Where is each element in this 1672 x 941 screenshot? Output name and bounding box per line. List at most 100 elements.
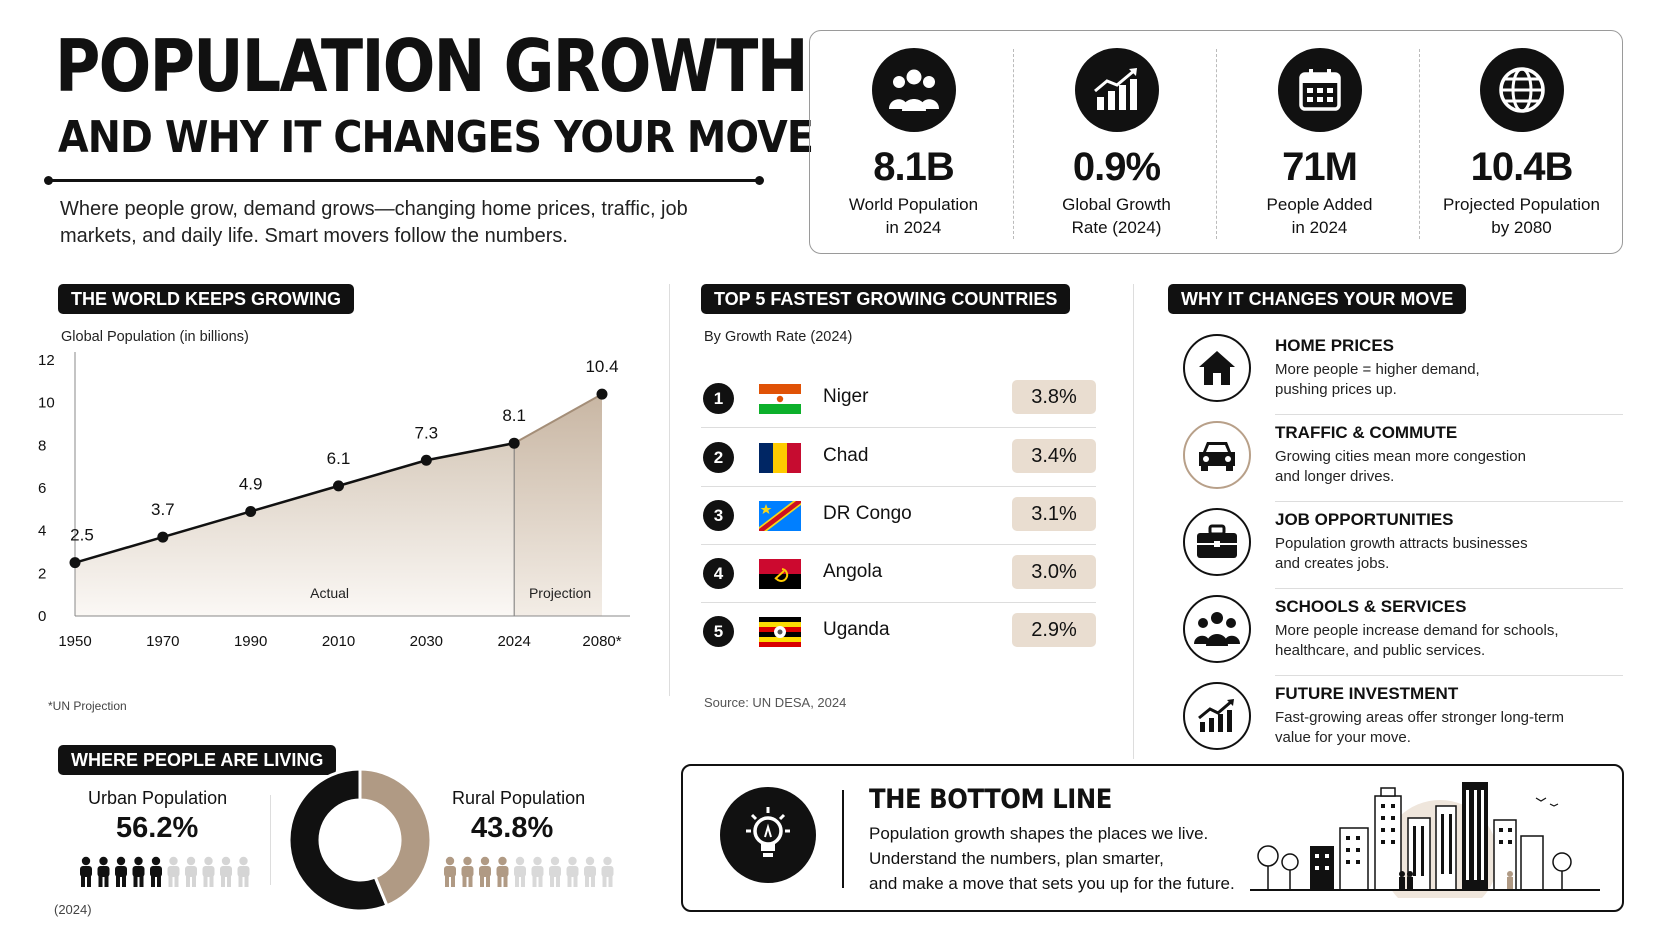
chad-flag-icon [759,443,801,473]
data-label: 3.7 [151,500,175,519]
row-divider [1275,675,1623,676]
people-group-icon [872,48,956,132]
y-tick-label: 10 [38,395,55,412]
source-note: Source: UN DESA, 2024 [704,695,847,710]
why-item-title: TRAFFIC & COMMUTE [1275,423,1458,442]
person-icon [167,856,180,887]
person-icon [461,856,474,887]
column-divider [1133,284,1134,759]
data-label: 7.3 [415,423,439,442]
row-divider [701,486,1096,487]
rural-percent: 43.8% [471,812,554,844]
person-icon [479,856,491,887]
donut-slice [287,767,389,913]
row-divider [1275,588,1623,589]
country-name: Uganda [823,619,890,640]
stat-value: 71M [1282,145,1358,189]
person-icon [150,856,162,887]
person-icon [514,856,526,887]
country-row-2: 2 Chad 3.4% [701,430,1096,487]
row-divider [1275,501,1623,502]
section-heading-world: THE WORLD KEEPS GROWING [58,284,354,314]
urban-people-row [80,856,250,887]
projection-area [514,394,602,616]
stat-value: 8.1B [873,145,955,189]
uganda-flag-icon [759,617,801,647]
stat-value: 10.4B [1470,145,1574,189]
rank-badge: 5 [703,616,734,647]
rank-badge: 1 [703,383,734,414]
rural-label: Rural Population [452,788,586,808]
stat-label: World Population in 2024 [848,195,979,237]
data-point [157,531,169,543]
stat-label: Projected Population by 2080 [1443,195,1600,237]
data-label: 8.1 [502,406,526,425]
column-divider [669,284,670,696]
person-icon [496,856,509,887]
region-label-projection: Projection [529,585,591,601]
urban-label: Urban Population [88,788,228,808]
person-icon [584,856,596,887]
page-subtitle-heading: AND WHY IT CHANGES YOUR MOVE [58,112,814,163]
niger-flag-icon [759,384,801,414]
why-item-title: SCHOOLS & SERVICES [1275,597,1467,616]
x-tick-label: 2010 [322,633,355,650]
stat-world-population: 8.1B World Population in 2024 [812,31,1015,255]
growth-rate-badge: 3.8% [1012,380,1096,414]
urban-percent: 56.2% [116,812,199,844]
person-icon [80,856,92,887]
house-icon [1183,334,1251,402]
stat-divider [1013,49,1014,239]
growth-rate-badge: 3.0% [1012,555,1096,589]
data-label: 10.4 [585,357,618,376]
living-year-note: (2024) [54,902,92,917]
intro-text: Where people grow, demand grows—changing… [60,198,688,247]
person-icon [566,856,579,887]
stat-divider [1216,49,1217,239]
x-tick-label: 1990 [234,633,267,650]
country-name: Chad [823,445,869,466]
person-icon [601,856,614,887]
section-heading-living: WHERE PEOPLE ARE LIVING [58,745,337,775]
rank-badge: 2 [703,442,734,473]
data-point [245,505,257,517]
y-tick-label: 2 [38,565,46,582]
data-point [508,437,520,449]
rank-badge: 3 [703,500,734,531]
person-icon [237,856,250,887]
globe-icon [1480,48,1564,132]
why-item-investment: FUTURE INVESTMENT Fast-growing areas off… [1183,678,1623,765]
bottom-line-text: Population growth shapes the places we l… [869,824,1235,893]
growth-rate-badge: 2.9% [1012,613,1096,647]
why-item-desc: More people = higher demand, pushing pri… [1275,361,1480,398]
stat-label: Global Growth Rate (2024) [1062,195,1171,237]
countries-subtitle: By Growth Rate (2024) [704,329,853,345]
country-row-4: 4 Angola 3.0% [701,546,1096,603]
data-point [596,388,608,400]
data-label: 2.5 [70,526,94,545]
person-icon [185,856,197,887]
row-divider [701,427,1096,428]
actual-line [74,441,515,564]
stat-growth-rate: 0.9% Global Growth Rate (2024) [1015,31,1218,255]
why-item-desc: More people increase demand for schools,… [1275,622,1559,659]
calendar-icon [1278,48,1362,132]
y-tick-label: 12 [38,352,55,369]
why-item-schools: SCHOOLS & SERVICES More people increase … [1183,591,1623,678]
donut-slice [358,767,433,908]
person-icon [444,856,456,887]
x-tick-label: 2030 [410,633,443,650]
urban-divider [270,795,271,885]
stat-people-added: 71M People Added in 2024 [1218,31,1421,255]
population-area-chart: 0 2 4 6 8 10 12 2.5 1950 3.7 1970 4.9 1990 6.1 2010 7.3… [38,352,630,650]
why-item-traffic: TRAFFIC & COMMUTE Growing cities mean mo… [1183,417,1623,504]
x-tick-label: 1950 [58,633,91,650]
stat-value: 0.9% [1072,145,1161,189]
person-icon [97,856,110,887]
section-heading-why: WHY IT CHANGES YOUR MOVE [1168,284,1467,314]
chart-title: Global Population (in billions) [61,329,249,345]
country-name: Niger [823,386,869,407]
key-stats-panel: 8.1B World Population in 2024 0.9% Globa… [809,30,1623,254]
y-tick-label: 4 [38,523,46,540]
stat-projected-population: 10.4B Projected Population by 2080 [1420,31,1623,255]
